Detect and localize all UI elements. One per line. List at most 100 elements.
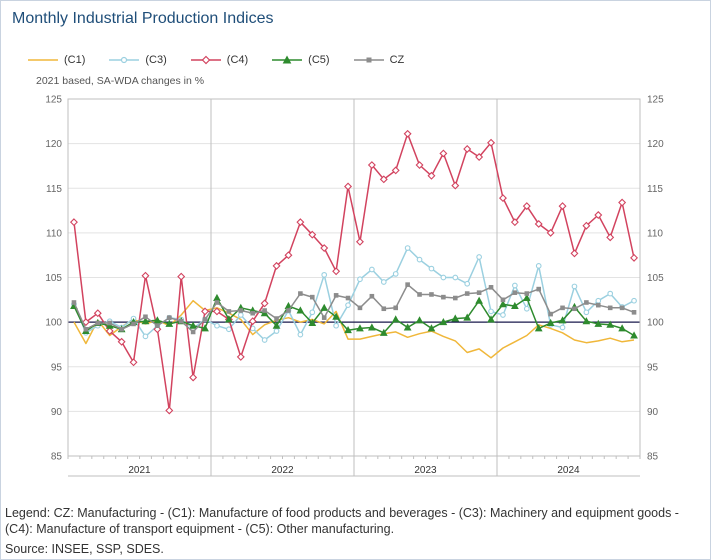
y-tick-left-100: 100: [45, 318, 62, 329]
y-tick-left-110: 110: [46, 228, 62, 239]
point-c3: [464, 280, 471, 287]
point-cz: [560, 305, 565, 311]
point-c4: [355, 237, 364, 246]
point-c5: [511, 301, 519, 310]
point-c5: [260, 309, 269, 317]
point-c3: [226, 326, 232, 333]
point-c3: [357, 276, 363, 283]
point-c5: [487, 315, 495, 323]
chart-title: Monthly Industrial Production Indices: [12, 10, 274, 27]
point-c4: [475, 153, 484, 161]
point-c3: [404, 245, 411, 251]
point-c4: [618, 198, 627, 207]
point-c4: [570, 249, 579, 258]
point-c4: [463, 145, 472, 153]
y-tick-right-115: 115: [647, 184, 663, 195]
point-c5: [415, 316, 424, 324]
y-tick-left-90: 90: [51, 407, 63, 418]
point-cz: [500, 297, 506, 303]
point-cz: [536, 286, 542, 292]
point-c3: [380, 279, 387, 285]
legend-item-c3[interactable]: (C3): [109, 54, 167, 66]
point-c5: [153, 316, 162, 324]
point-c5: [368, 323, 376, 331]
point-c4: [296, 218, 305, 227]
y-tick-right-105: 105: [647, 273, 664, 284]
point-c5: [546, 318, 555, 327]
point-c4: [403, 129, 412, 138]
point-c4: [344, 182, 353, 191]
legend-swatch-c1: [28, 59, 58, 61]
point-c4: [582, 221, 591, 230]
legend-swatch-c4: [190, 55, 221, 65]
y-tick-left-115: 115: [46, 184, 62, 195]
point-c5: [379, 328, 388, 336]
point-cz: [357, 305, 363, 311]
point-c4: [308, 230, 317, 239]
point-c3: [583, 309, 590, 316]
point-c3: [333, 322, 339, 329]
x-year-label-2022: 2022: [271, 465, 294, 476]
point-cz: [381, 306, 387, 312]
point-c4: [427, 171, 436, 180]
point-c4: [212, 307, 221, 316]
point-cz: [572, 306, 577, 312]
legend-item-c5[interactable]: (C5): [272, 54, 330, 66]
y-tick-right-120: 120: [647, 139, 664, 150]
point-c5: [296, 306, 305, 314]
point-c5: [475, 296, 483, 304]
point-cz: [214, 300, 220, 305]
point-c3: [416, 256, 423, 263]
point-c4: [630, 253, 639, 262]
legend-item-c4[interactable]: (C4): [190, 54, 248, 66]
point-c5: [558, 316, 567, 324]
point-c4: [332, 267, 341, 276]
point-c4: [93, 309, 102, 318]
footnote: Legend: CZ: Manufacturing - (C1): Manufa…: [5, 506, 679, 536]
point-c5: [427, 324, 436, 332]
point-c4: [522, 202, 531, 211]
point-c4: [498, 194, 507, 203]
point-cz: [584, 300, 589, 305]
point-c4: [260, 299, 269, 308]
chart-subtitle: 2021 based, SA-WDA changes in %: [36, 75, 205, 87]
legend-item-c1[interactable]: (C1): [28, 54, 85, 66]
point-c3: [428, 265, 435, 272]
point-c5: [403, 323, 412, 331]
point-c4: [558, 202, 567, 211]
legend-item-cz[interactable]: CZ: [353, 54, 404, 66]
point-cz: [178, 318, 184, 324]
point-c5: [582, 317, 591, 325]
point-c3: [345, 302, 351, 309]
point-c4: [177, 272, 186, 281]
legend-swatch-c5: [272, 55, 303, 64]
point-c3: [607, 290, 614, 297]
point-c4: [129, 358, 138, 367]
point-cz: [369, 293, 375, 299]
point-c5: [522, 293, 531, 302]
point-c4: [367, 161, 376, 170]
point-c3: [631, 297, 637, 304]
point-cz: [512, 290, 518, 295]
plot-area: 85 85 90 90 95 95 100 100 105 105 110 110 115 115 120 1…: [45, 95, 664, 477]
point-c5: [308, 318, 317, 327]
point-c5: [332, 312, 340, 320]
point-c3: [595, 297, 602, 304]
point-cz: [488, 285, 494, 290]
point-c5: [201, 324, 209, 332]
point-cz: [345, 295, 351, 301]
point-c3: [142, 333, 149, 340]
point-c4: [153, 325, 162, 334]
y-tick-right-95: 95: [647, 362, 659, 373]
point-c4: [248, 317, 257, 326]
point-c4: [391, 166, 400, 175]
point-cz: [250, 310, 256, 316]
point-cz: [202, 317, 208, 322]
point-c5: [391, 315, 400, 323]
point-c3: [500, 312, 506, 318]
point-c5: [439, 317, 448, 326]
point-c5: [141, 317, 150, 325]
point-cz: [143, 314, 148, 320]
point-cz: [286, 308, 291, 313]
point-c5: [272, 321, 281, 329]
